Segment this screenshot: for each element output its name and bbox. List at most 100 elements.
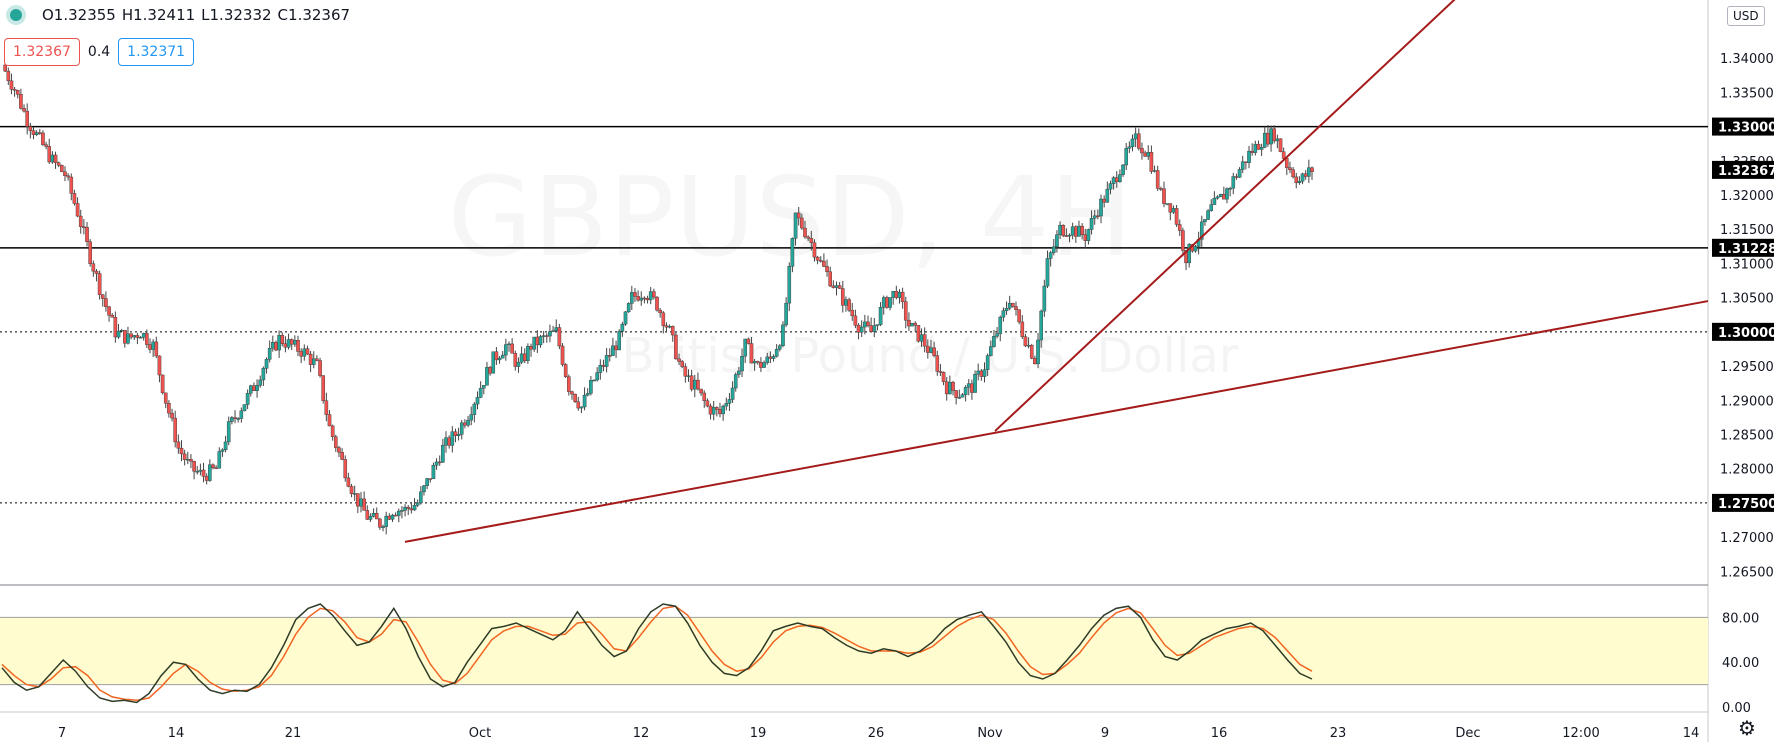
candle-body: [1048, 252, 1053, 259]
candle-body: [9, 80, 14, 90]
candle-body: [189, 459, 193, 462]
candle-body: [784, 302, 788, 326]
candle-body: [44, 144, 48, 147]
time-tick-label: 14: [168, 726, 185, 741]
candle-body: [384, 515, 388, 527]
candle-body: [409, 508, 414, 511]
candle-body: [970, 383, 974, 393]
candle-body: [393, 514, 398, 517]
candle-body: [185, 459, 190, 461]
watermark-description: British Pound / U.S. Dollar: [622, 328, 1239, 384]
candle-body: [362, 498, 366, 511]
candle-body: [34, 132, 39, 135]
candle-body: [135, 335, 140, 338]
candle-body: [192, 461, 196, 472]
candle-body: [271, 342, 275, 349]
market-status-icon: [10, 9, 22, 21]
time-tick-label: 9: [1101, 726, 1109, 741]
candle-body: [431, 465, 436, 479]
candle-body: [677, 358, 681, 362]
time-tick-label: 26: [868, 726, 885, 741]
candle-body: [157, 355, 162, 376]
candle-body: [1291, 169, 1295, 178]
candle-body: [66, 175, 70, 178]
candle-body: [340, 452, 344, 460]
candle-body: [554, 327, 559, 331]
candle-body: [233, 417, 237, 419]
candle-body: [25, 110, 29, 127]
candle-body: [485, 367, 489, 386]
candle-body: [138, 337, 143, 339]
candle-body: [1187, 244, 1191, 264]
candle-body: [1228, 188, 1232, 190]
candle-body: [1007, 302, 1012, 309]
candle-body: [592, 379, 596, 382]
price-tick-label: 1.33500: [1720, 86, 1774, 101]
candle-body: [1051, 246, 1056, 253]
sell-button[interactable]: 1.32367: [4, 38, 80, 66]
candle-body: [976, 370, 981, 375]
buy-button[interactable]: 1.32371: [118, 38, 195, 66]
candle-body: [302, 348, 307, 357]
candle-body: [1240, 161, 1245, 170]
candle-body: [919, 334, 924, 342]
candle-body: [648, 291, 653, 301]
candle-body: [463, 422, 467, 426]
candle-body: [400, 510, 404, 512]
candle-body: [450, 431, 455, 446]
candle-body: [324, 400, 329, 415]
candle-body: [752, 361, 757, 364]
candle-body: [872, 325, 877, 332]
candle-body: [875, 324, 880, 326]
candle-body: [699, 388, 703, 394]
price-tick-label: 1.26500: [1720, 565, 1774, 580]
candle-body: [318, 360, 322, 376]
candle-body: [472, 403, 477, 415]
candle-body: [267, 348, 272, 360]
candle-body: [145, 333, 149, 345]
candle-body: [733, 374, 738, 389]
candle-body: [1077, 225, 1081, 237]
candle-body: [1174, 208, 1179, 225]
candle-body: [1300, 173, 1305, 182]
gear-icon[interactable]: ⚙: [1738, 716, 1756, 740]
candle-body: [1181, 230, 1185, 251]
candle-body: [15, 90, 20, 95]
candle-body: [352, 493, 357, 495]
candle-body: [195, 471, 200, 473]
candle-body: [541, 335, 546, 337]
candle-body: [960, 394, 965, 398]
candle-body: [630, 292, 634, 304]
level-label-box: [1712, 238, 1774, 257]
candle-body: [1102, 198, 1106, 203]
candle-body: [466, 419, 470, 426]
candle-body: [800, 217, 804, 229]
candle-body: [365, 510, 370, 520]
candle-body: [1137, 133, 1141, 149]
candle-body: [296, 340, 300, 352]
candle-body: [97, 273, 102, 295]
candle-body: [598, 364, 603, 373]
candle-body: [63, 171, 67, 176]
candle-body: [504, 344, 508, 356]
candle-body: [1004, 307, 1009, 311]
candle-body: [778, 345, 782, 350]
candle-body: [544, 335, 549, 337]
candle-body: [658, 309, 662, 314]
candle-body: [1140, 148, 1144, 154]
candle-body: [749, 343, 754, 364]
candle-body: [255, 385, 259, 391]
candle-body: [762, 362, 766, 368]
candle-body: [1074, 226, 1078, 237]
candle-body: [1193, 246, 1198, 252]
candle-body: [1310, 167, 1314, 172]
candle-body: [633, 292, 637, 297]
candle-body: [951, 381, 955, 391]
candle-body: [261, 368, 266, 381]
candle-body: [305, 348, 310, 355]
currency-button[interactable]: USD: [1727, 6, 1765, 26]
candle-body: [903, 301, 908, 321]
candle-body: [570, 391, 574, 395]
candle-body: [513, 353, 518, 367]
